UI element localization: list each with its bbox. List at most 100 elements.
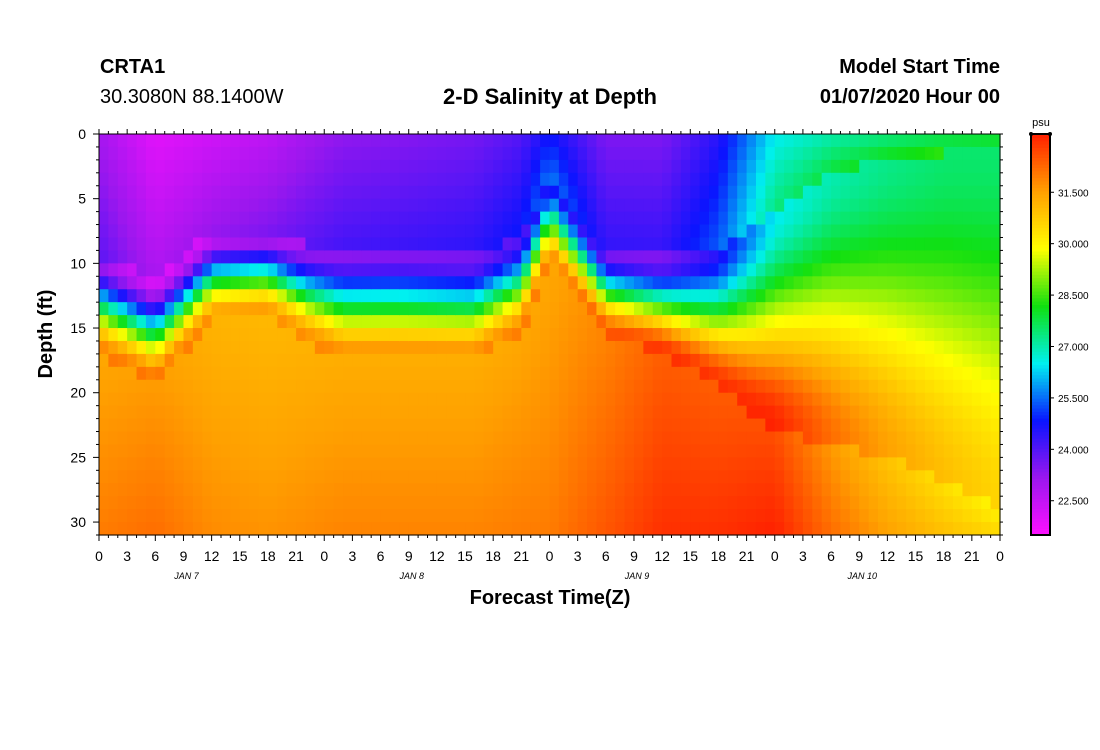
heatmap-cell (990, 340, 1001, 355)
heatmap-cell (821, 315, 832, 329)
heatmap-cell (896, 198, 907, 213)
heatmap-cell (859, 146, 870, 161)
heatmap-cell (136, 224, 147, 239)
heatmap-cell (577, 172, 588, 187)
heatmap-cell (934, 146, 945, 161)
heatmap-cell (230, 418, 241, 433)
heatmap-cell (877, 366, 888, 381)
heatmap-cell (774, 315, 785, 329)
heatmap-cell (849, 483, 860, 497)
heatmap-cell (333, 340, 344, 355)
heatmap-cell (765, 522, 776, 536)
heatmap-cell (577, 276, 588, 290)
heatmap-cell (239, 250, 250, 264)
heatmap-cell (840, 134, 851, 148)
heatmap-cell (511, 366, 522, 381)
heatmap-cell (408, 237, 419, 252)
heatmap-cell (277, 315, 288, 329)
colorbar-segment (1031, 371, 1050, 376)
heatmap-cell (605, 263, 616, 277)
heatmap-cell (221, 172, 231, 187)
heatmap-cell (746, 198, 757, 213)
heatmap-cell (821, 405, 832, 420)
heatmap-cell (831, 185, 842, 200)
heatmap-cell (455, 496, 466, 510)
heatmap-cell (943, 211, 954, 226)
heatmap-cell (483, 172, 494, 187)
heatmap-cell (380, 444, 391, 458)
heatmap-cell (314, 146, 325, 161)
heatmap-cell (943, 405, 954, 420)
heatmap-cell (840, 522, 851, 536)
heatmap-cell (192, 431, 203, 446)
heatmap-cell (680, 134, 691, 148)
heatmap-cell (408, 315, 419, 329)
heatmap-cell (699, 198, 710, 213)
heatmap-cell (465, 366, 476, 381)
heatmap-cell (540, 237, 551, 252)
heatmap-cell (943, 470, 954, 484)
heatmap-cell (859, 353, 870, 368)
heatmap-cell (183, 211, 194, 226)
heatmap-cell (267, 379, 278, 394)
heatmap-cell (530, 470, 541, 484)
heatmap-cell (408, 263, 419, 277)
heatmap-cell (953, 509, 964, 523)
heatmap-cell (455, 328, 466, 342)
heatmap-cell (587, 302, 598, 316)
heatmap-cell (540, 224, 551, 239)
heatmap-cell (249, 276, 260, 290)
heatmap-cell (174, 328, 185, 342)
heatmap-cell (774, 470, 785, 484)
heatmap-cell (643, 224, 654, 239)
heatmap-cell (389, 134, 400, 148)
heatmap-cell (418, 224, 429, 239)
heatmap-cell (108, 431, 119, 446)
colorbar-segment (1031, 210, 1050, 215)
heatmap-cell (465, 198, 476, 213)
heatmap-cell (877, 134, 888, 148)
heatmap-cell (746, 146, 757, 161)
heatmap-cell (117, 224, 128, 239)
heatmap-cell (286, 263, 297, 277)
heatmap-cell (971, 250, 982, 264)
heatmap-cell (633, 198, 644, 213)
heatmap-cell (962, 418, 973, 433)
heatmap-cell (896, 315, 907, 329)
heatmap-cell (361, 224, 372, 239)
heatmap-cell (784, 276, 795, 290)
heatmap-cell (99, 509, 109, 523)
heatmap-cell (99, 289, 109, 303)
heatmap-cell (230, 444, 241, 458)
heatmap-cell (737, 146, 748, 161)
heatmap-cell (793, 263, 804, 277)
heatmap-cell (239, 366, 250, 381)
heatmap-cell (568, 276, 579, 290)
heatmap-cell (127, 353, 138, 368)
heatmap-cell (962, 431, 973, 446)
heatmap-cell (596, 457, 607, 471)
heatmap-cell (549, 263, 560, 277)
heatmap-cell (427, 392, 438, 407)
heatmap-cell (868, 366, 879, 381)
heatmap-cell (981, 198, 992, 213)
heatmap-cell (230, 185, 241, 200)
heatmap-cell (202, 250, 213, 264)
heatmap-cell (474, 340, 485, 355)
heatmap-cell (821, 250, 832, 264)
heatmap-cell (971, 224, 982, 239)
heatmap-cell (493, 198, 504, 213)
heatmap-cell (380, 328, 391, 342)
heatmap-cell (990, 146, 1001, 161)
heatmap-cell (699, 224, 710, 239)
heatmap-cell (746, 250, 757, 264)
heatmap-cell (981, 353, 992, 368)
heatmap-cell (943, 146, 954, 161)
heatmap-cell (267, 134, 278, 148)
heatmap-cell (971, 302, 982, 316)
heatmap-cell (671, 146, 682, 161)
heatmap-cell (380, 340, 391, 355)
heatmap-cell (305, 134, 316, 148)
heatmap-cell (174, 340, 185, 355)
heatmap-cell (784, 198, 795, 213)
